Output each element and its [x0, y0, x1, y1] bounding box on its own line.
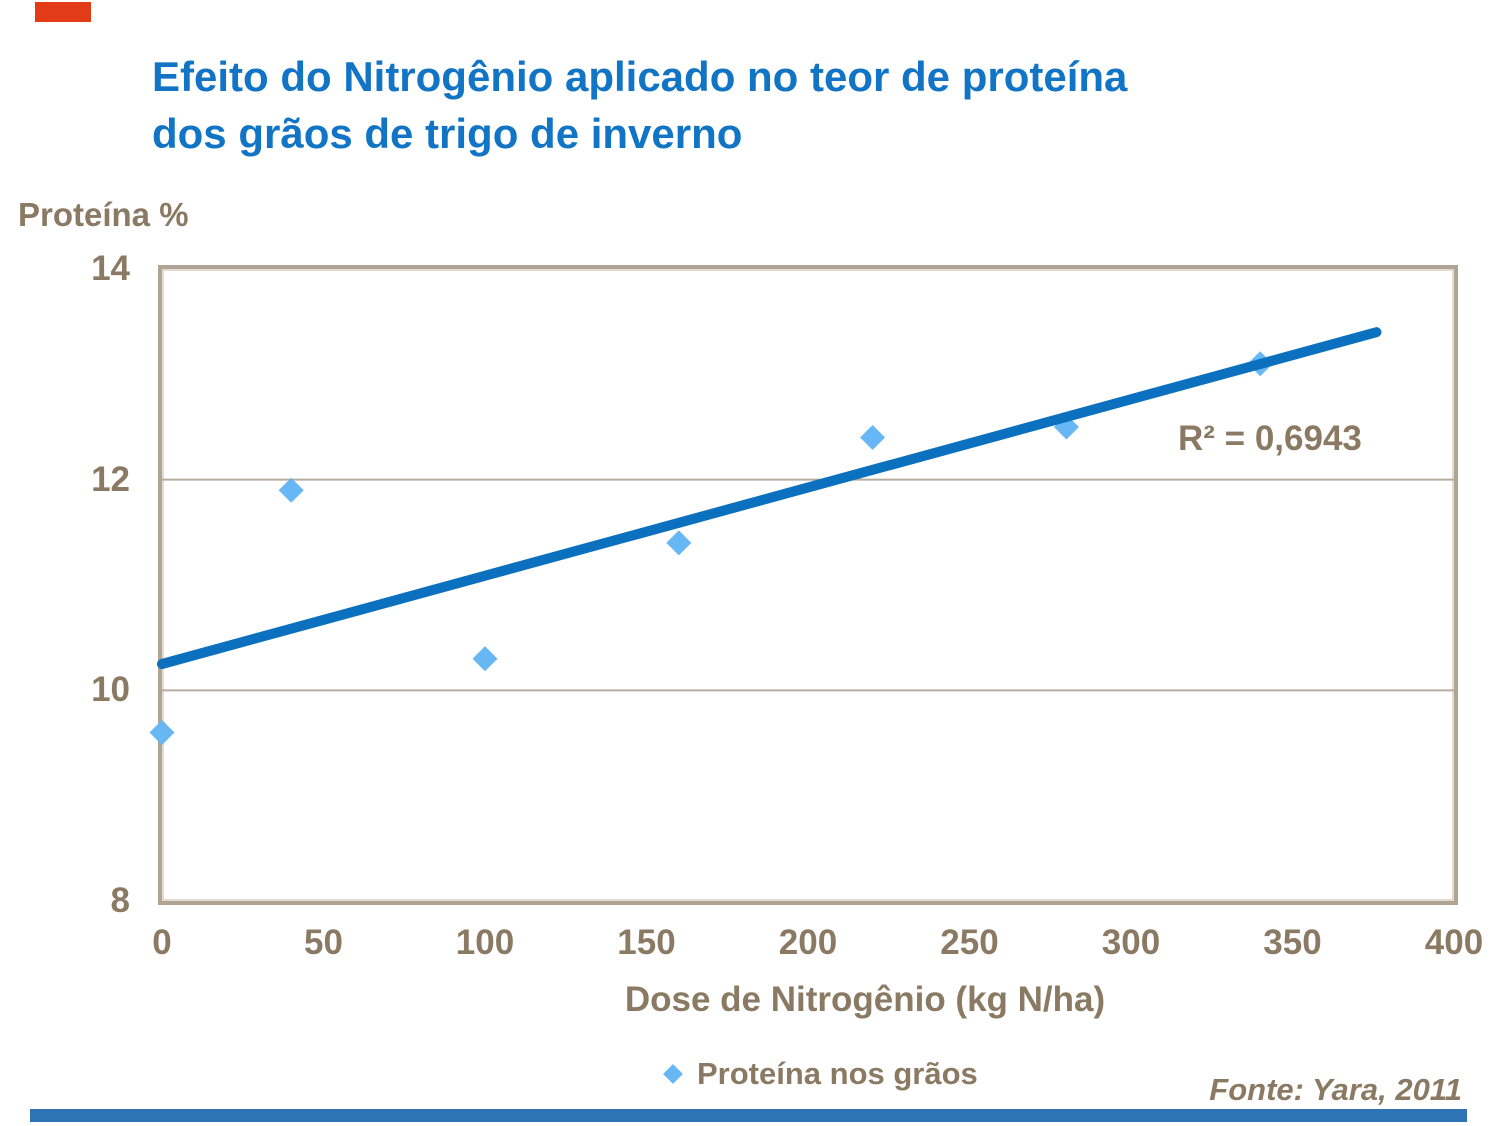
- chart-legend: Proteína nos grãos: [663, 1056, 978, 1092]
- data-point-diamond: [149, 719, 175, 745]
- y-axis-title: Proteína %: [18, 196, 189, 233]
- data-point-diamond: [666, 530, 692, 556]
- y-tick-label: 8: [110, 881, 130, 920]
- chart-canvas: [149, 327, 1454, 745]
- legend-diamond-icon: [663, 1064, 683, 1084]
- y-tick-label: 14: [91, 249, 130, 288]
- source-note: Fonte: Yara, 2011: [1209, 1072, 1462, 1107]
- data-point-diamond: [278, 477, 304, 503]
- x-tick-label: 100: [455, 923, 515, 962]
- x-tick-label: 350: [1263, 923, 1322, 962]
- slide-title-line1: Efeito do Nitrogênio aplicado no teor de…: [152, 53, 1128, 100]
- legend-label: Proteína nos grãos: [697, 1056, 978, 1091]
- data-point-diamond: [472, 646, 498, 672]
- r-squared-annotation: R² = 0,6943: [1178, 419, 1362, 458]
- footer-blue-bar: [30, 1109, 1467, 1122]
- trend-line: [157, 327, 1382, 669]
- slide-title: Efeito do Nitrogênio aplicado no teor de…: [152, 48, 1392, 162]
- x-tick-label: 400: [1424, 923, 1484, 962]
- data-point-diamond: [860, 425, 886, 451]
- plot-area: R² = 0,6943: [149, 265, 1458, 905]
- x-axis-tick-labels: 0 50 100 150 200 250 300 350 400: [152, 922, 1483, 966]
- x-tick-label: 0: [152, 923, 172, 962]
- red-accent-bar: [35, 2, 91, 22]
- y-tick-label: 12: [91, 459, 130, 499]
- x-axis-title: Dose de Nitrogênio (kg N/ha): [624, 980, 1106, 1019]
- slide-title-line2: dos grãos de trigo de inverno: [152, 110, 743, 157]
- y-tick-label: 10: [91, 670, 130, 710]
- y-axis-tick-labels: 14 12 10 8: [0, 249, 130, 920]
- x-tick-label: 250: [940, 923, 999, 962]
- x-tick-label: 300: [1101, 923, 1161, 962]
- x-tick-label: 200: [778, 923, 838, 962]
- x-tick-label: 150: [617, 923, 676, 962]
- x-tick-label: 50: [304, 923, 343, 962]
